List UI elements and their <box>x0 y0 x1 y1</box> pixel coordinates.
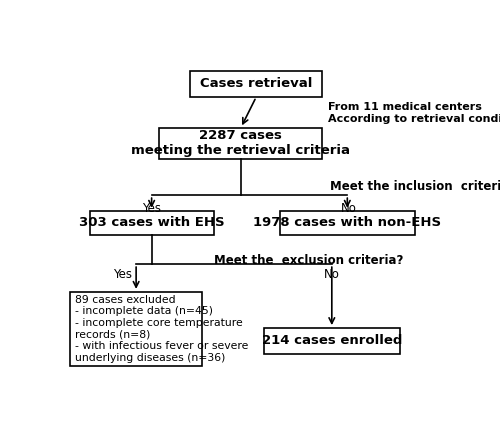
FancyBboxPatch shape <box>90 211 214 235</box>
Text: No: No <box>324 268 340 281</box>
Text: Meet the inclusion  criteria?: Meet the inclusion criteria? <box>330 180 500 193</box>
Text: 303 cases with EHS: 303 cases with EHS <box>79 216 225 229</box>
Text: No: No <box>342 202 357 215</box>
Text: From 11 medical centers
According to retrieval condition: From 11 medical centers According to ret… <box>328 102 500 124</box>
Text: 89 cases excluded
- incomplete data (n=45)
- incomplete core temperature
records: 89 cases excluded - incomplete data (n=4… <box>75 295 248 363</box>
Text: Yes: Yes <box>142 202 161 215</box>
FancyBboxPatch shape <box>160 128 322 159</box>
FancyBboxPatch shape <box>190 71 322 97</box>
Text: Meet the  exclusion criteria?: Meet the exclusion criteria? <box>214 254 403 267</box>
Text: Cases retrieval: Cases retrieval <box>200 78 312 90</box>
Text: 1978 cases with non-EHS: 1978 cases with non-EHS <box>254 216 442 229</box>
Text: 2287 cases
meeting the retrieval criteria: 2287 cases meeting the retrieval criteri… <box>131 129 350 157</box>
FancyBboxPatch shape <box>264 328 400 354</box>
Text: Yes: Yes <box>113 268 132 281</box>
FancyBboxPatch shape <box>70 292 202 366</box>
Text: 214 cases enrolled: 214 cases enrolled <box>262 335 402 348</box>
FancyBboxPatch shape <box>280 211 415 235</box>
